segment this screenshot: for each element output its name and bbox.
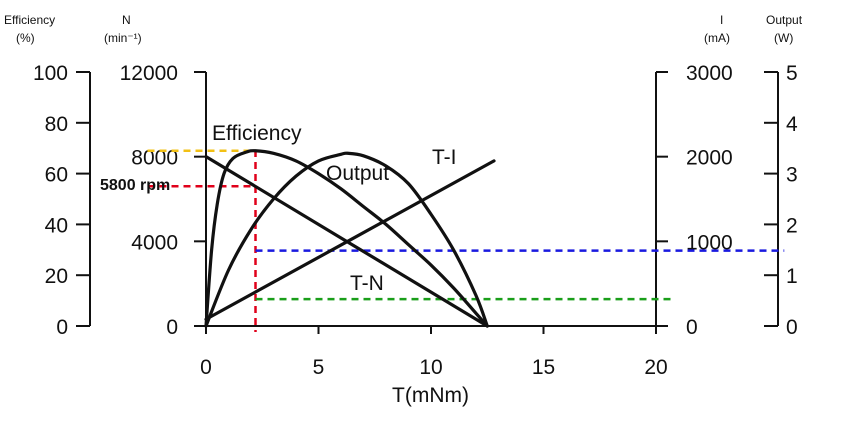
x-tick-label: 0 xyxy=(200,356,212,379)
series-line-efficiency xyxy=(204,149,489,328)
speed-tick-label: 0 xyxy=(166,316,178,339)
efficiency-axis-unit: (%) xyxy=(16,31,35,45)
speed-tick-label: 12000 xyxy=(120,62,178,85)
output-axis-title: Output xyxy=(766,13,803,27)
series-label-efficiency: Efficiency xyxy=(212,122,302,145)
current-tick-label: 0 xyxy=(686,316,698,339)
output-tick-label: 0 xyxy=(786,316,798,339)
efficiency-tick-label: 100 xyxy=(33,62,68,85)
x-tick-label: 15 xyxy=(532,356,555,379)
x-tick-label: 5 xyxy=(313,356,325,379)
x-tick-label: 20 xyxy=(644,356,667,379)
speed-tick-label: 4000 xyxy=(131,231,178,254)
output-tick-label: 2 xyxy=(786,214,798,237)
series-label-t-i: T-I xyxy=(432,146,457,169)
current-tick-label: 1000 xyxy=(686,231,733,254)
output-tick-label: 3 xyxy=(786,164,798,187)
efficiency-tick-label: 80 xyxy=(45,113,68,136)
speed-axis-title: N xyxy=(122,13,131,27)
speed-tick-label: 8000 xyxy=(131,147,178,170)
efficiency-tick-label: 0 xyxy=(56,316,68,339)
series-line-output xyxy=(204,151,489,328)
output-tick-label: 1 xyxy=(786,265,798,288)
series-label-output: Output xyxy=(326,162,389,185)
series-label-t-n: T-N xyxy=(350,272,384,295)
current-tick-label: 3000 xyxy=(686,62,733,85)
current-axis-title: I xyxy=(720,13,723,27)
x-axis-label: T(mNm) xyxy=(392,384,469,407)
speed-axis-unit: (min⁻¹) xyxy=(104,31,142,45)
efficiency-tick-label: 60 xyxy=(45,164,68,187)
output-tick-label: 4 xyxy=(786,113,798,136)
output-tick-label: 5 xyxy=(786,62,798,85)
annotation-5800-rpm: 5800 rpm xyxy=(100,177,170,194)
current-tick-label: 2000 xyxy=(686,147,733,170)
output-axis-unit: (W) xyxy=(774,31,793,45)
efficiency-axis-title: Efficiency xyxy=(4,13,55,27)
series-line-t-i xyxy=(204,159,496,321)
efficiency-tick-label: 20 xyxy=(45,265,68,288)
x-tick-label: 10 xyxy=(419,356,442,379)
efficiency-tick-label: 40 xyxy=(45,214,68,237)
current-axis-unit: (mA) xyxy=(704,31,730,45)
